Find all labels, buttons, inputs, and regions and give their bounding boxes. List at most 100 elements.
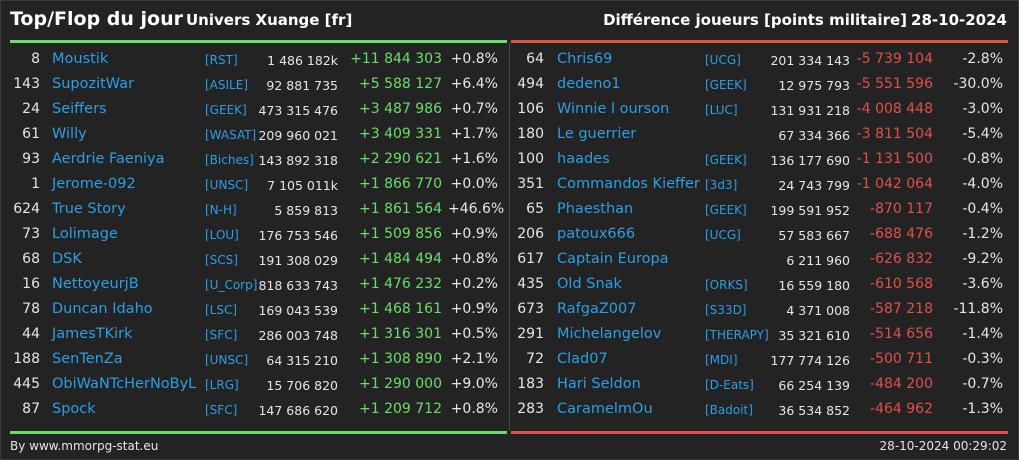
player-points: 12 975 793 bbox=[778, 78, 850, 93]
percent-change: -4.0% bbox=[962, 176, 1003, 192]
player-rank: 283 bbox=[517, 401, 544, 417]
flop-row: 673 RafgaZ007 [S33D] 4 371 008 -587 218 -11.8… bbox=[510, 297, 1019, 322]
alliance-tag-link[interactable]: [UNSC] bbox=[205, 353, 249, 367]
player-name-link[interactable]: RafgaZ007 bbox=[557, 301, 637, 317]
top-list: 8 Moustik [RST] 1 486 182k +11 844 303 +0.8% 1… bbox=[0, 47, 509, 422]
percent-change: -11.8% bbox=[953, 301, 1003, 317]
player-rank: 291 bbox=[517, 326, 544, 342]
flop-row: 351 Commandos Kieffer [3d3] 24 743 799 -1 04… bbox=[510, 172, 1019, 197]
alliance-tag-link[interactable]: [Biches] bbox=[205, 153, 254, 167]
player-rank: 183 bbox=[517, 376, 544, 392]
player-rank: 24 bbox=[22, 101, 40, 117]
alliance-tag-link[interactable]: [UCG] bbox=[705, 228, 741, 242]
player-name-link[interactable]: ObiWaNTcHerNoByL bbox=[52, 376, 197, 392]
alliance-tag-link[interactable]: [GEEK] bbox=[205, 103, 247, 117]
player-rank: 16 bbox=[22, 276, 40, 292]
player-rank: 188 bbox=[13, 351, 40, 367]
flop-row: 100 haades [GEEK] 136 177 690 -1 131 500 -0.8… bbox=[510, 147, 1019, 172]
alliance-tag-link[interactable]: [GEEK] bbox=[705, 78, 747, 92]
player-name-link[interactable]: DSK bbox=[52, 251, 82, 267]
player-name-link[interactable]: Willy bbox=[52, 126, 87, 142]
percent-change: -30.0% bbox=[953, 76, 1003, 92]
alliance-tag-link[interactable]: [ORKS] bbox=[705, 278, 748, 292]
alliance-tag-link[interactable]: [UNSC] bbox=[205, 178, 249, 192]
alliance-tag-link[interactable]: [RST] bbox=[205, 53, 238, 67]
player-rank: 1 bbox=[31, 176, 40, 192]
player-name-link[interactable]: Chris69 bbox=[557, 51, 613, 67]
player-name-link[interactable]: patoux666 bbox=[557, 226, 636, 242]
player-name-link[interactable]: SupozitWar bbox=[52, 76, 135, 92]
player-name-link[interactable]: Commandos Kieffer bbox=[557, 176, 700, 192]
player-points: 169 043 539 bbox=[258, 303, 338, 318]
flop-row: 65 Phaesthan [GEEK] 199 591 952 -870 117 -0.4… bbox=[510, 197, 1019, 222]
alliance-tag-link[interactable]: [ASILE] bbox=[205, 78, 248, 92]
footer-source: By www.mmorpg-stat.eu bbox=[10, 439, 159, 453]
points-difference: -484 200 bbox=[870, 376, 933, 392]
percent-change: +46.6% bbox=[448, 201, 505, 217]
points-difference: -587 218 bbox=[870, 301, 933, 317]
alliance-tag-link[interactable]: [LOU] bbox=[205, 228, 239, 242]
player-name-link[interactable]: Seiffers bbox=[52, 101, 107, 117]
top-row: 44 JamesTKirk [SFC] 286 003 748 +1 316 301 +0… bbox=[0, 322, 509, 347]
player-name-link[interactable]: Jerome-092 bbox=[52, 176, 136, 192]
top-row: 61 Willy [WASAT] 209 960 021 +3 409 331 +1.7% bbox=[0, 122, 509, 147]
player-name-link[interactable]: Lolimage bbox=[52, 226, 118, 242]
player-name-link[interactable]: Old Snak bbox=[557, 276, 622, 292]
flop-row: 72 Clad07 [MDI] 177 774 126 -500 711 -0.3% bbox=[510, 347, 1019, 372]
alliance-tag-link[interactable]: [SFC] bbox=[205, 403, 238, 417]
alliance-tag-link[interactable]: [S33D] bbox=[705, 303, 747, 317]
alliance-tag-link[interactable]: [U_Corp] bbox=[205, 278, 258, 292]
alliance-tag-link[interactable]: [SFC] bbox=[205, 328, 238, 342]
top-row: 73 Lolimage [LOU] 176 753 546 +1 509 856 +0.9… bbox=[0, 222, 509, 247]
alliance-tag-link[interactable]: [Badoit] bbox=[705, 403, 753, 417]
player-name-link[interactable]: SenTenZa bbox=[52, 351, 123, 367]
player-name-link[interactable]: CaramelmOu bbox=[557, 401, 653, 417]
player-rank: 445 bbox=[13, 376, 40, 392]
top-row: 87 Spock [SFC] 147 686 620 +1 209 712 +0.8% bbox=[0, 397, 509, 422]
alliance-tag-link[interactable]: [3d3] bbox=[705, 178, 738, 192]
alliance-tag-link[interactable]: [N-H] bbox=[205, 203, 237, 217]
player-points: 66 254 139 bbox=[778, 378, 850, 393]
player-points: 131 931 218 bbox=[770, 103, 850, 118]
player-name-link[interactable]: NettoyeurjB bbox=[52, 276, 139, 292]
alliance-tag-link[interactable]: [LRG] bbox=[205, 378, 239, 392]
alliance-tag-link[interactable]: [LUC] bbox=[705, 103, 738, 117]
player-name-link[interactable]: Duncan Idaho bbox=[52, 301, 153, 317]
player-name-link[interactable]: JamesTKirk bbox=[52, 326, 133, 342]
alliance-tag-link[interactable]: [D-Eats] bbox=[705, 378, 754, 392]
header: Top/Flop du jour Univers Xuange [fr] Dif… bbox=[0, 0, 1019, 40]
percent-change: +0.9% bbox=[450, 301, 498, 317]
points-difference: +1 866 770 bbox=[359, 176, 442, 192]
player-name-link[interactable]: haades bbox=[557, 151, 610, 167]
percent-change: -0.3% bbox=[962, 351, 1003, 367]
alliance-tag-link[interactable]: [LSC] bbox=[205, 303, 238, 317]
player-name-link[interactable]: Winnie l ourson bbox=[557, 101, 670, 117]
points-difference: -610 568 bbox=[870, 276, 933, 292]
player-name-link[interactable]: Michelangelov bbox=[557, 326, 662, 342]
points-difference: +3 409 331 bbox=[359, 126, 442, 142]
player-rank: 100 bbox=[517, 151, 544, 167]
player-name-link[interactable]: Moustik bbox=[52, 51, 109, 67]
player-name-link[interactable]: dedeno1 bbox=[557, 76, 621, 92]
alliance-tag-link[interactable]: [GEEK] bbox=[705, 203, 747, 217]
player-name-link[interactable]: Aerdrie Faeniya bbox=[52, 151, 165, 167]
player-name-link[interactable]: Spock bbox=[52, 401, 96, 417]
player-points: 92 881 735 bbox=[266, 78, 338, 93]
alliance-tag-link[interactable]: [THERAPY] bbox=[705, 328, 769, 342]
player-name-link[interactable]: Captain Europa bbox=[557, 251, 669, 267]
percent-change: +0.8% bbox=[450, 251, 498, 267]
player-name-link[interactable]: Le guerrier bbox=[557, 126, 637, 142]
alliance-tag-link[interactable]: [WASAT] bbox=[205, 128, 257, 142]
player-name-link[interactable]: Phaesthan bbox=[557, 201, 634, 217]
percent-change: -2.8% bbox=[962, 51, 1003, 67]
player-points: 191 308 029 bbox=[258, 253, 338, 268]
percent-change: +0.7% bbox=[450, 101, 498, 117]
alliance-tag-link[interactable]: [MDI] bbox=[705, 353, 738, 367]
alliance-tag-link[interactable]: [UCG] bbox=[705, 53, 741, 67]
player-name-link[interactable]: Clad07 bbox=[557, 351, 608, 367]
player-name-link[interactable]: True Story bbox=[52, 201, 126, 217]
alliance-tag-link[interactable]: [SCS] bbox=[205, 253, 238, 267]
player-name-link[interactable]: Hari Seldon bbox=[557, 376, 641, 392]
points-difference: -514 656 bbox=[870, 326, 933, 342]
alliance-tag-link[interactable]: [GEEK] bbox=[705, 153, 747, 167]
